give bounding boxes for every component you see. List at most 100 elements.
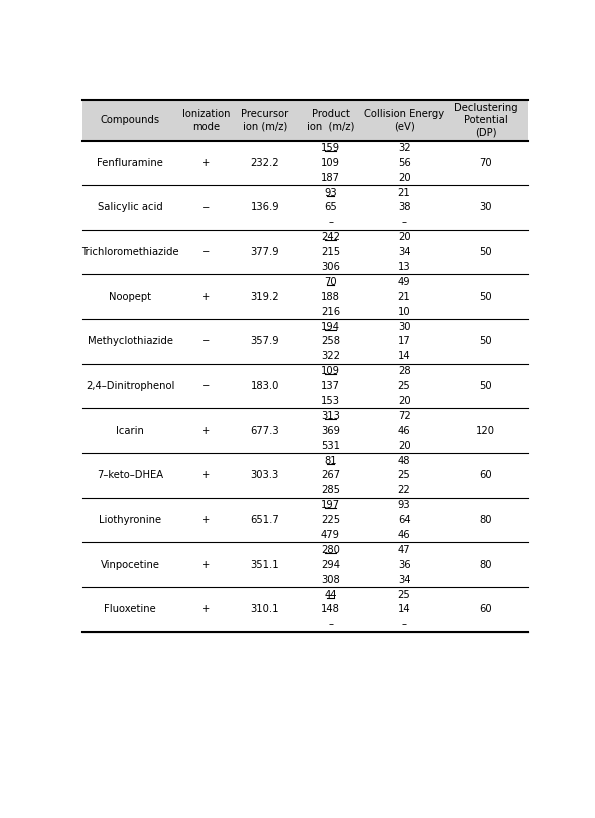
Text: Compounds: Compounds bbox=[101, 115, 159, 125]
Text: 7–keto–DHEA: 7–keto–DHEA bbox=[97, 470, 163, 480]
Text: 81: 81 bbox=[324, 456, 337, 465]
Text: 17: 17 bbox=[397, 336, 411, 347]
Text: 70: 70 bbox=[324, 277, 337, 287]
Text: 280: 280 bbox=[321, 545, 340, 555]
Text: 258: 258 bbox=[321, 336, 340, 347]
Text: 21: 21 bbox=[397, 187, 411, 198]
Text: 80: 80 bbox=[479, 515, 491, 525]
Text: 44: 44 bbox=[324, 590, 337, 600]
Text: 137: 137 bbox=[321, 381, 340, 391]
Text: Collision Energy
(eV): Collision Energy (eV) bbox=[364, 110, 444, 132]
Text: 153: 153 bbox=[321, 396, 340, 406]
Text: +: + bbox=[202, 605, 210, 614]
Text: –: – bbox=[328, 619, 333, 629]
Text: 50: 50 bbox=[479, 292, 491, 302]
Text: Fluoxetine: Fluoxetine bbox=[104, 605, 156, 614]
Text: Icarin: Icarin bbox=[116, 426, 144, 436]
Text: 65: 65 bbox=[324, 203, 337, 213]
Text: 308: 308 bbox=[321, 575, 340, 585]
Text: 56: 56 bbox=[397, 158, 411, 168]
Text: 34: 34 bbox=[398, 247, 411, 257]
Text: Product
ion  (m/z): Product ion (m/z) bbox=[307, 110, 354, 132]
Text: 50: 50 bbox=[479, 247, 491, 257]
Text: 2,4–Dinitrophenol: 2,4–Dinitrophenol bbox=[86, 381, 174, 391]
Text: 49: 49 bbox=[398, 277, 411, 287]
Text: 183.0: 183.0 bbox=[250, 381, 279, 391]
Text: −: − bbox=[202, 247, 210, 257]
Text: 357.9: 357.9 bbox=[250, 336, 279, 347]
Text: 313: 313 bbox=[321, 411, 340, 421]
Text: 479: 479 bbox=[321, 530, 340, 540]
Text: 20: 20 bbox=[398, 441, 411, 451]
Text: 109: 109 bbox=[321, 158, 340, 168]
Text: 310.1: 310.1 bbox=[250, 605, 279, 614]
Text: 72: 72 bbox=[397, 411, 411, 421]
Text: 303.3: 303.3 bbox=[250, 470, 279, 480]
Text: 677.3: 677.3 bbox=[250, 426, 279, 436]
Text: 194: 194 bbox=[321, 321, 340, 331]
Text: 47: 47 bbox=[398, 545, 411, 555]
Text: 46: 46 bbox=[398, 426, 411, 436]
Text: 159: 159 bbox=[321, 143, 340, 153]
Text: 32: 32 bbox=[398, 143, 411, 153]
Text: Methyclothiazide: Methyclothiazide bbox=[87, 336, 173, 347]
Text: 267: 267 bbox=[321, 470, 340, 480]
Text: 148: 148 bbox=[321, 605, 340, 614]
Text: –: – bbox=[328, 218, 333, 227]
Text: 20: 20 bbox=[398, 396, 411, 406]
Text: 232.2: 232.2 bbox=[250, 158, 279, 168]
Text: 60: 60 bbox=[479, 605, 491, 614]
Text: 294: 294 bbox=[321, 560, 340, 570]
Text: 377.9: 377.9 bbox=[250, 247, 279, 257]
Text: 216: 216 bbox=[321, 307, 340, 317]
Text: Ionization
mode: Ionization mode bbox=[181, 110, 230, 132]
Text: 306: 306 bbox=[321, 262, 340, 272]
Text: Declustering
Potential
(DP): Declustering Potential (DP) bbox=[453, 103, 517, 138]
Text: 187: 187 bbox=[321, 173, 340, 182]
Text: +: + bbox=[202, 470, 210, 480]
Text: 22: 22 bbox=[397, 485, 411, 496]
Text: Liothyronine: Liothyronine bbox=[99, 515, 161, 525]
Text: 80: 80 bbox=[479, 560, 491, 570]
Bar bbox=[82, 101, 528, 141]
Text: 197: 197 bbox=[321, 501, 340, 510]
Text: 50: 50 bbox=[479, 336, 491, 347]
Text: –: – bbox=[402, 218, 406, 227]
Text: 46: 46 bbox=[398, 530, 411, 540]
Text: Fenfluramine: Fenfluramine bbox=[97, 158, 163, 168]
Text: 14: 14 bbox=[398, 605, 411, 614]
Text: 14: 14 bbox=[398, 352, 411, 362]
Text: 28: 28 bbox=[398, 366, 411, 376]
Text: Precursor
ion (m/z): Precursor ion (m/z) bbox=[241, 110, 289, 132]
Text: Noopept: Noopept bbox=[109, 292, 151, 302]
Text: −: − bbox=[202, 203, 210, 213]
Text: 36: 36 bbox=[398, 560, 411, 570]
Text: Trichloromethiazide: Trichloromethiazide bbox=[81, 247, 179, 257]
Text: 38: 38 bbox=[398, 203, 411, 213]
Text: 13: 13 bbox=[398, 262, 411, 272]
Text: 322: 322 bbox=[321, 352, 340, 362]
Text: 25: 25 bbox=[397, 381, 411, 391]
Text: 34: 34 bbox=[398, 575, 411, 585]
Text: 25: 25 bbox=[397, 470, 411, 480]
Text: +: + bbox=[202, 515, 210, 525]
Text: 20: 20 bbox=[398, 232, 411, 242]
Text: +: + bbox=[202, 560, 210, 570]
Text: 215: 215 bbox=[321, 247, 340, 257]
Text: +: + bbox=[202, 426, 210, 436]
Text: +: + bbox=[202, 292, 210, 302]
Text: 120: 120 bbox=[476, 426, 495, 436]
Text: 20: 20 bbox=[398, 173, 411, 182]
Text: 93: 93 bbox=[398, 501, 411, 510]
Text: 21: 21 bbox=[397, 292, 411, 302]
Text: –: – bbox=[402, 619, 406, 629]
Text: 136.9: 136.9 bbox=[250, 203, 279, 213]
Text: 319.2: 319.2 bbox=[250, 292, 279, 302]
Text: 351.1: 351.1 bbox=[250, 560, 279, 570]
Text: 50: 50 bbox=[479, 381, 491, 391]
Text: 651.7: 651.7 bbox=[250, 515, 279, 525]
Text: 10: 10 bbox=[398, 307, 411, 317]
Text: 109: 109 bbox=[321, 366, 340, 376]
Text: +: + bbox=[202, 158, 210, 168]
Text: Salicylic acid: Salicylic acid bbox=[98, 203, 162, 213]
